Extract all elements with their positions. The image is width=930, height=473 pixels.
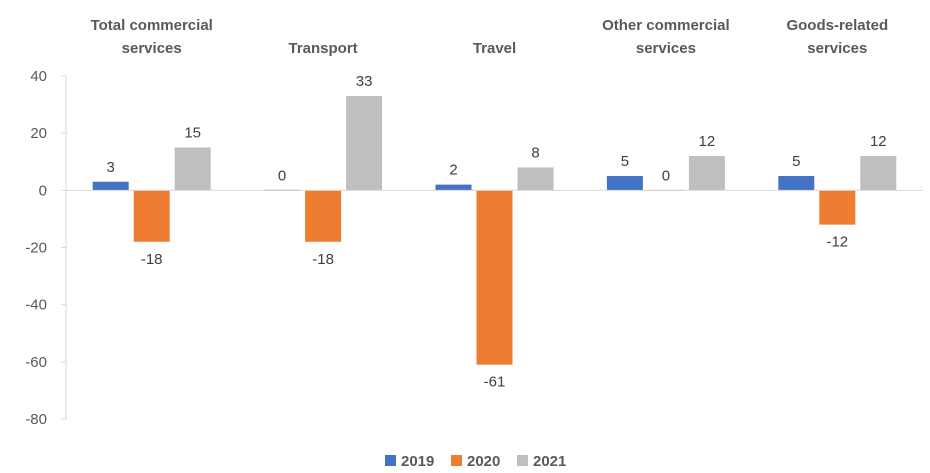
bar bbox=[305, 190, 342, 242]
data-label: 3 bbox=[107, 159, 115, 176]
data-label: 12 bbox=[870, 133, 887, 150]
data-label: 12 bbox=[699, 133, 716, 150]
bar bbox=[860, 156, 897, 191]
data-label: 0 bbox=[278, 167, 286, 184]
data-label: 5 bbox=[621, 153, 629, 170]
legend-label: 2020 bbox=[467, 453, 500, 470]
category-labels: Total commercial services Transport Travel O… bbox=[91, 17, 889, 57]
data-label: 8 bbox=[531, 144, 539, 161]
bar bbox=[778, 176, 815, 191]
category-label: Total commercial bbox=[91, 17, 213, 34]
y-tick-label: -40 bbox=[25, 297, 47, 314]
y-tick-label: 40 bbox=[30, 68, 47, 85]
y-tick-label: 0 bbox=[39, 182, 47, 199]
legend-label: 2019 bbox=[401, 453, 434, 470]
bar bbox=[133, 190, 170, 242]
data-label: -61 bbox=[484, 374, 506, 391]
legend: 2019 2020 2021 bbox=[385, 453, 566, 470]
category-label: services bbox=[807, 40, 867, 57]
bar bbox=[435, 184, 472, 191]
category-label: services bbox=[122, 40, 182, 57]
data-labels: 3 0 2 5 5 -18 -18 -61 0 -12 15 33 8 12 12 bbox=[107, 73, 887, 391]
category-label: services bbox=[636, 40, 696, 57]
data-label: 5 bbox=[792, 153, 800, 170]
data-label: -18 bbox=[312, 251, 334, 268]
y-axis: 40 20 0 -20 -40 -60 -80 bbox=[25, 68, 67, 428]
bars bbox=[92, 96, 897, 365]
legend-swatch bbox=[517, 455, 528, 466]
data-label: 15 bbox=[184, 124, 201, 141]
data-label: -12 bbox=[826, 234, 848, 251]
y-tick-label: -60 bbox=[25, 354, 47, 371]
category-label: Travel bbox=[473, 40, 516, 57]
bar bbox=[346, 96, 383, 191]
bar bbox=[174, 147, 211, 191]
data-label: 0 bbox=[662, 167, 670, 184]
bar bbox=[819, 190, 856, 225]
y-tick-label: -80 bbox=[25, 411, 47, 428]
bar bbox=[688, 156, 725, 191]
legend-swatch bbox=[451, 455, 462, 466]
y-tick-label: -20 bbox=[25, 240, 47, 257]
y-tick-label: 20 bbox=[30, 125, 47, 142]
bar bbox=[92, 181, 129, 191]
legend-swatch bbox=[385, 455, 396, 466]
data-label: -18 bbox=[141, 251, 163, 268]
category-label: Goods-related bbox=[786, 17, 888, 34]
bar bbox=[606, 176, 643, 191]
data-label: 2 bbox=[449, 162, 457, 179]
bar bbox=[517, 167, 554, 191]
data-label: 33 bbox=[356, 73, 373, 90]
category-label: Transport bbox=[289, 40, 358, 57]
legend-label: 2021 bbox=[533, 453, 566, 470]
bar bbox=[476, 190, 513, 365]
category-label: Other commercial bbox=[602, 17, 730, 34]
